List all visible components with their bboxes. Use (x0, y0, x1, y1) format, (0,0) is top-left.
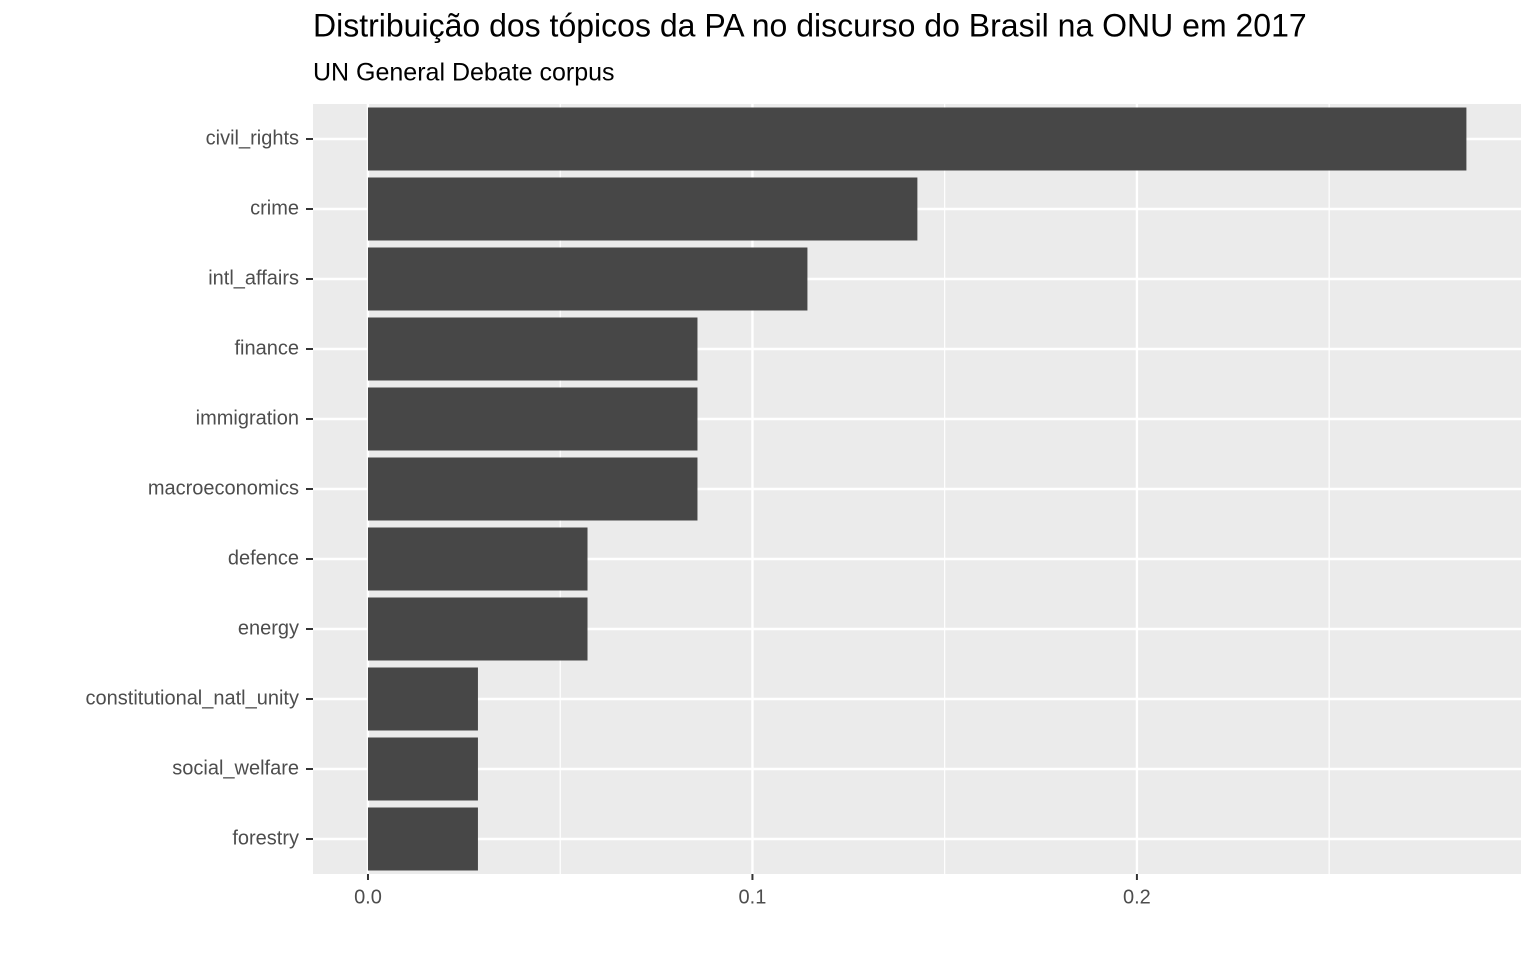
bar (367, 317, 698, 381)
y-tick-label: energy (238, 617, 299, 639)
y-tick-label: crime (250, 197, 299, 219)
y-tick-label: constitutional_natl_unity (86, 687, 299, 709)
x-tick-label: 0.0 (354, 886, 382, 908)
x-tick-label: 0.1 (739, 886, 767, 908)
y-tick-label: defence (228, 547, 299, 569)
y-tick-label: finance (235, 337, 300, 359)
bar (367, 597, 588, 661)
y-tick-label: intl_affairs (208, 267, 299, 289)
chart-title: Distribuição dos tópicos da PA no discur… (313, 7, 1307, 43)
bar (367, 457, 698, 521)
bar (367, 177, 918, 241)
bar (367, 387, 698, 451)
y-tick-label: social_welfare (172, 757, 299, 779)
y-tick-label: forestry (232, 827, 299, 849)
chart-subtitle: UN General Debate corpus (313, 59, 615, 87)
bar (367, 527, 588, 591)
bar (367, 667, 478, 731)
bar (367, 737, 478, 801)
bar (367, 107, 1467, 171)
bar (367, 247, 808, 311)
x-tick-label: 0.2 (1123, 886, 1151, 908)
y-tick-label: civil_rights (206, 127, 299, 149)
y-tick-label: macroeconomics (148, 477, 299, 499)
bar (367, 807, 478, 871)
y-tick-label: immigration (196, 407, 299, 429)
